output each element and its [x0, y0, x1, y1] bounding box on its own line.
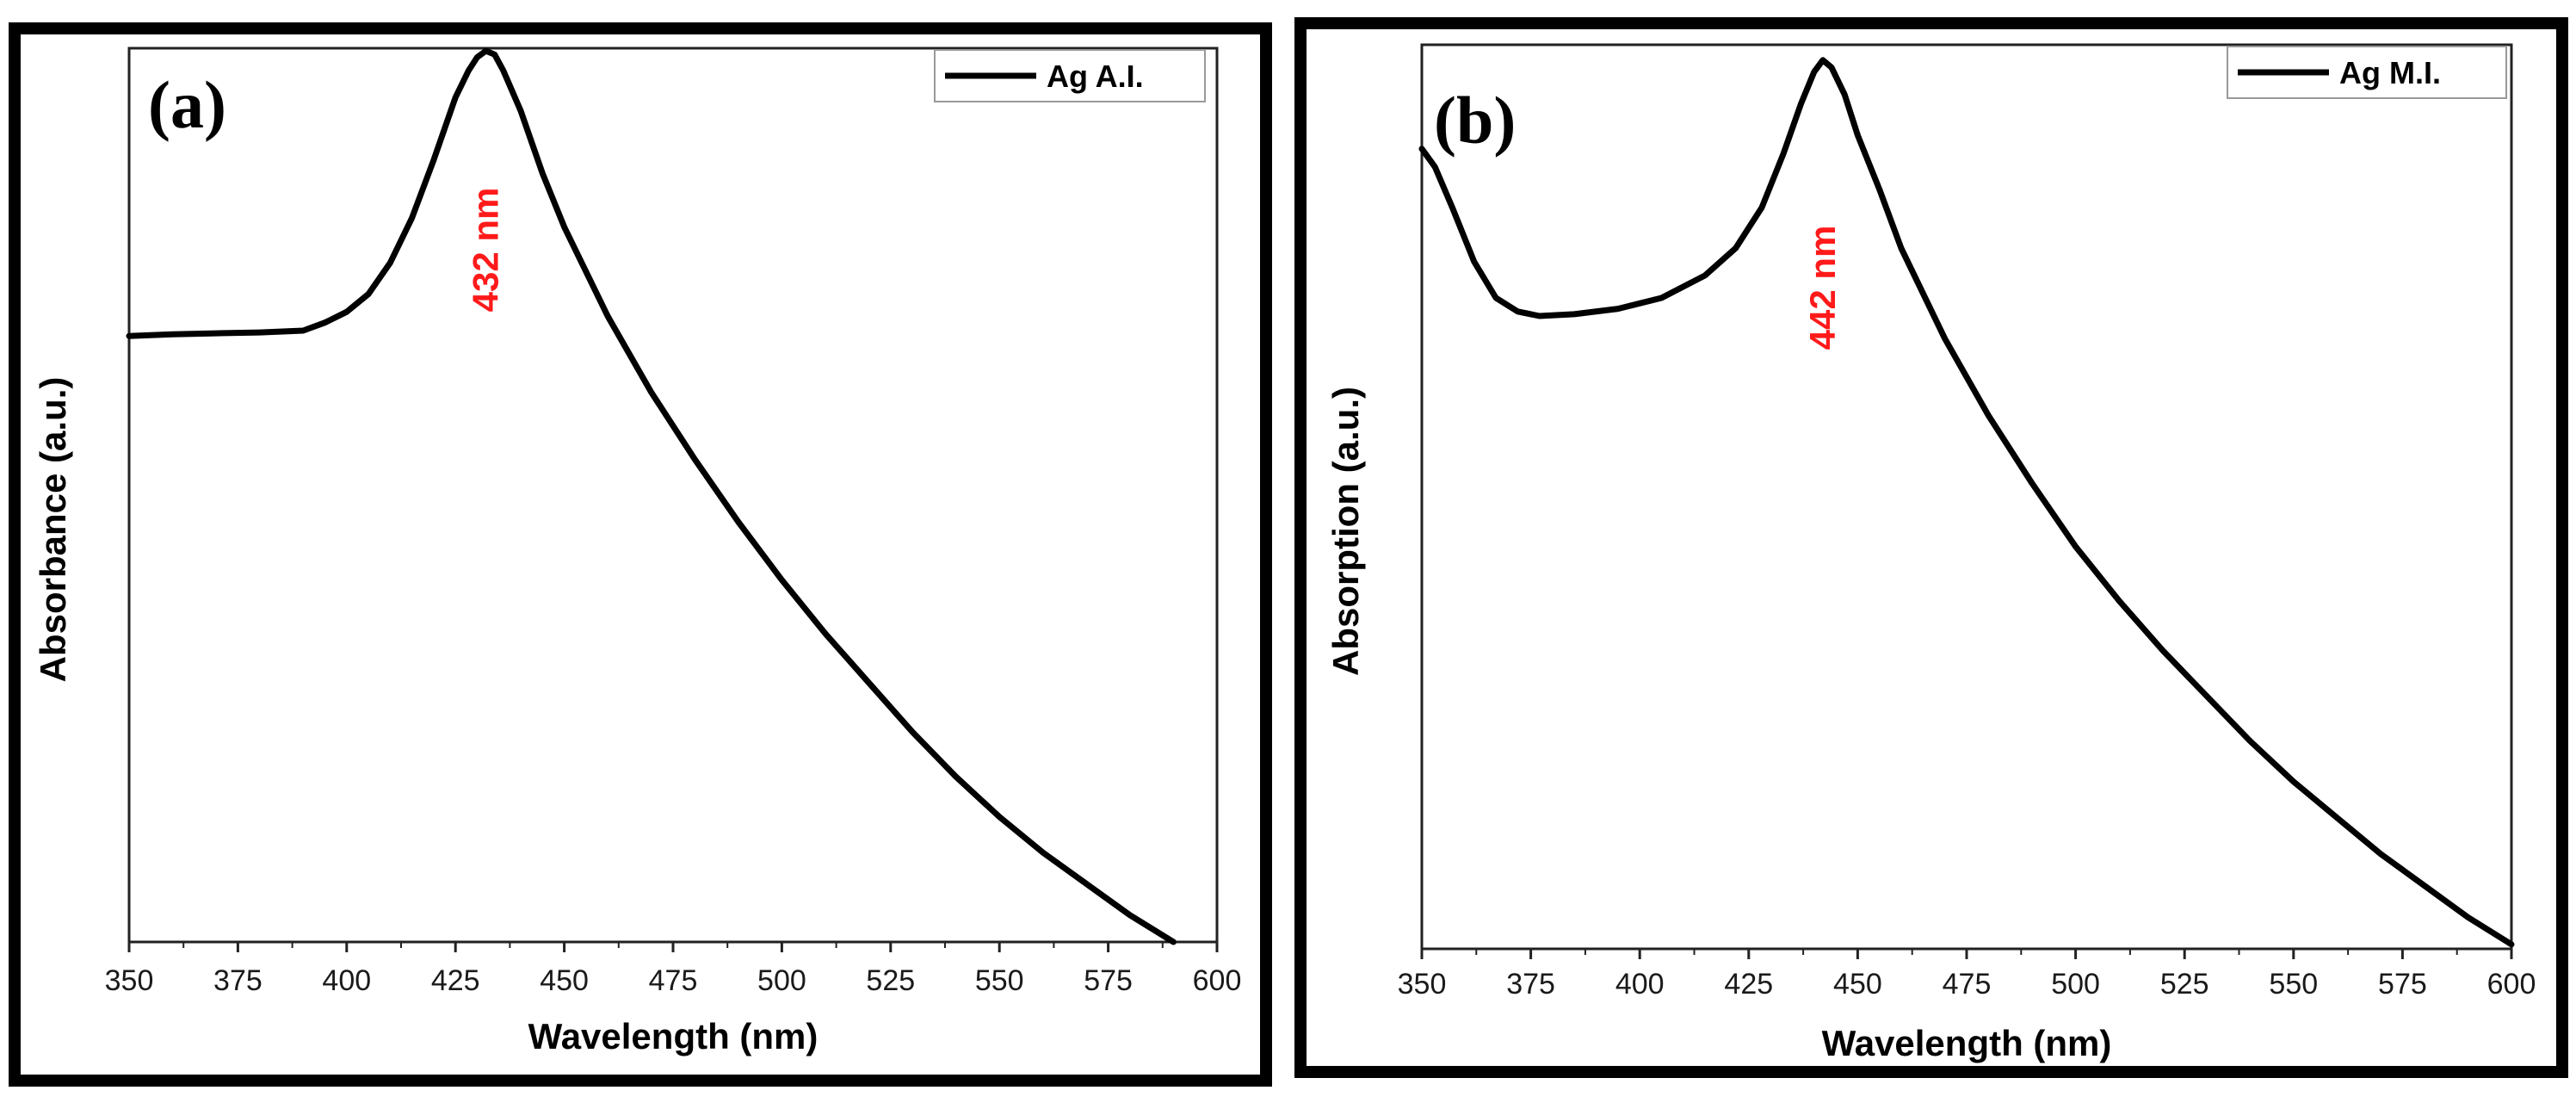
legend-a: Ag A.I. [934, 49, 1206, 102]
series-line-a-0 [126, 47, 1177, 945]
y-axis-title-b: Absorption (a.u.) [1325, 387, 1366, 676]
x-tick-label-b-5: 475 [1943, 968, 1992, 1001]
peak-annotation-a: 432 nm [466, 188, 506, 313]
x-tick-label-b-6: 500 [2051, 968, 2100, 1001]
x-tick-label-a-5: 475 [649, 964, 698, 997]
panel-label-b: (b) [1434, 83, 1516, 158]
x-axis-title-b: Wavelength (nm) [1822, 1023, 2112, 1063]
x-tick-label-b-1: 375 [1506, 968, 1555, 1001]
x-tick-label-b-0: 350 [1398, 968, 1447, 1001]
legend-label-a: Ag A.I. [1047, 59, 1144, 94]
x-tick-label-b-4: 450 [1833, 968, 1882, 1001]
x-tick-label-a-3: 425 [431, 964, 480, 997]
x-tick-label-a-4: 450 [540, 964, 589, 997]
panel-a: 350 375 400 425 450 475 500 525 550 575 600 Wavelen… [9, 22, 1272, 1087]
x-tick-label-b-7: 525 [2160, 968, 2209, 1001]
x-axis-title-a: Wavelength (nm) [528, 1016, 819, 1056]
x-tick-label-a-0: 350 [105, 964, 154, 997]
x-tick-label-a-2: 400 [322, 964, 371, 997]
x-tick-label-a-10: 600 [1193, 964, 1242, 997]
legend-label-b: Ag M.I. [2339, 55, 2441, 90]
series-line-b-0 [1418, 57, 2515, 948]
panel-b: 350 375 400 425 450 475 500 525 550 575 600 Wavelen… [1294, 17, 2568, 1078]
x-tick-label-a-1: 375 [213, 964, 263, 997]
x-tick-label-a-9: 575 [1084, 964, 1133, 997]
x-tick-label-a-7: 525 [866, 964, 915, 997]
legend-b: Ag M.I. [2227, 46, 2507, 99]
x-tick-label-b-10: 600 [2487, 968, 2536, 1001]
panel-label-a: (a) [148, 67, 226, 142]
plot-frame-a [127, 46, 1219, 944]
x-tick-label-b-3: 425 [1724, 968, 1773, 1001]
peak-annotation-b: 442 nm [1802, 226, 1843, 350]
y-axis-title-a: Absorbance (a.u.) [33, 377, 73, 683]
chart-a: 350 375 400 425 450 475 500 525 550 575 600 Wavelen… [33, 46, 1242, 1056]
x-tick-label-b-9: 575 [2378, 968, 2427, 1001]
plot-frame-b [1420, 43, 2513, 951]
x-tick-label-b-8: 550 [2269, 968, 2318, 1001]
x-tick-label-a-6: 500 [757, 964, 806, 997]
x-tick-label-b-2: 400 [1615, 968, 1665, 1001]
chart-b: 350 375 400 425 450 475 500 525 550 575 600 Wavelen… [1325, 43, 2536, 1063]
x-tick-label-a-8: 550 [975, 964, 1024, 997]
